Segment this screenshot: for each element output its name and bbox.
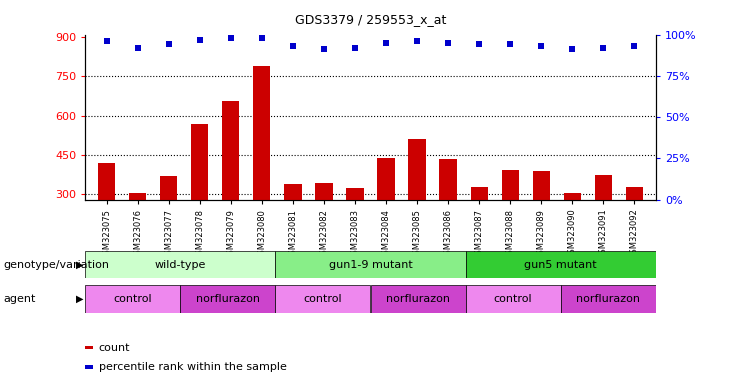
- Point: [163, 41, 175, 48]
- Point: [628, 43, 640, 49]
- Point: [442, 40, 454, 46]
- Point: [380, 40, 392, 46]
- Text: percentile rank within the sample: percentile rank within the sample: [99, 362, 287, 372]
- Point: [256, 35, 268, 41]
- Bar: [533, 171, 550, 273]
- Text: genotype/variation: genotype/variation: [4, 260, 110, 270]
- Point: [349, 45, 361, 51]
- Bar: [316, 183, 333, 273]
- Text: gun5 mutant: gun5 mutant: [525, 260, 597, 270]
- Point: [504, 41, 516, 48]
- Bar: [160, 176, 177, 273]
- Point: [287, 43, 299, 49]
- Bar: [471, 187, 488, 273]
- Bar: [594, 175, 611, 273]
- Point: [132, 45, 144, 51]
- Text: control: control: [113, 294, 152, 304]
- Text: norflurazon: norflurazon: [196, 294, 260, 304]
- Text: control: control: [304, 294, 342, 304]
- Point: [101, 38, 113, 44]
- Bar: [370, 285, 465, 313]
- Text: GDS3379 / 259553_x_at: GDS3379 / 259553_x_at: [295, 13, 446, 26]
- Bar: [85, 285, 180, 313]
- Bar: [465, 285, 561, 313]
- Bar: [561, 285, 656, 313]
- Bar: [377, 158, 394, 273]
- Bar: [625, 187, 642, 273]
- Point: [535, 43, 547, 49]
- Bar: [222, 101, 239, 273]
- Bar: [285, 184, 302, 273]
- Point: [473, 41, 485, 48]
- Point: [194, 36, 206, 43]
- Bar: [408, 139, 425, 273]
- Text: norflurazon: norflurazon: [386, 294, 450, 304]
- Text: control: control: [494, 294, 533, 304]
- Point: [411, 38, 423, 44]
- Text: gun1-9 mutant: gun1-9 mutant: [328, 260, 413, 270]
- Bar: [85, 251, 276, 278]
- Bar: [564, 193, 581, 273]
- Point: [566, 46, 578, 53]
- Bar: [253, 66, 270, 273]
- Text: ▶: ▶: [76, 294, 84, 304]
- Bar: [439, 159, 456, 273]
- Text: count: count: [99, 343, 130, 353]
- Point: [225, 35, 237, 41]
- Text: norflurazon: norflurazon: [576, 294, 640, 304]
- Text: agent: agent: [4, 294, 36, 304]
- Bar: [347, 188, 364, 273]
- Bar: [191, 124, 208, 273]
- Bar: [99, 163, 116, 273]
- Point: [597, 45, 609, 51]
- Bar: [276, 251, 465, 278]
- Bar: [502, 170, 519, 273]
- Text: wild-type: wild-type: [155, 260, 206, 270]
- Bar: [465, 251, 656, 278]
- Bar: [130, 193, 147, 273]
- Bar: [180, 285, 276, 313]
- Bar: [276, 285, 370, 313]
- Text: ▶: ▶: [76, 260, 84, 270]
- Point: [318, 46, 330, 53]
